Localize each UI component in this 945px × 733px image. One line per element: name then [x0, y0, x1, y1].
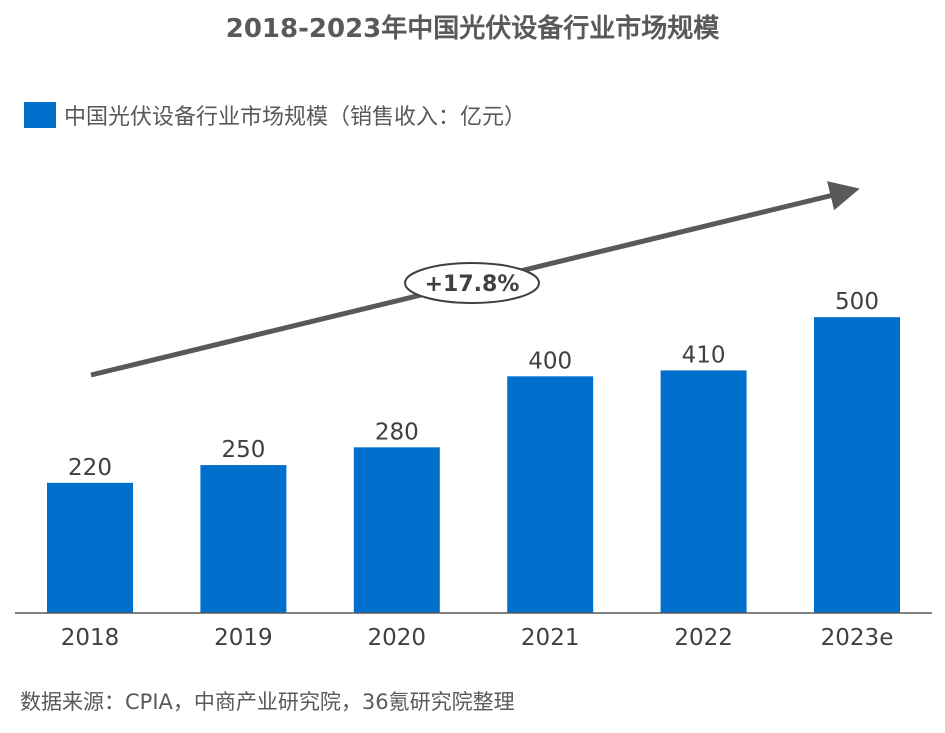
source-note: 数据来源：CPIA，中商产业研究院，36氪研究院整理	[20, 690, 515, 714]
bar-2019	[200, 465, 287, 613]
bar-2022	[660, 370, 747, 613]
growth-ellipse	[404, 262, 540, 304]
bar-value-label-2021: 400	[528, 348, 572, 374]
bar-2018	[47, 482, 133, 613]
bar-value-label-2019: 250	[221, 437, 265, 463]
bar-value-label-2023e: 500	[835, 289, 879, 315]
chart-title: 2018-2023年中国光伏设备行业市场规模	[225, 14, 720, 44]
bar-value-label-2018: 220	[68, 455, 112, 481]
bars-group	[47, 317, 900, 613]
bar-labels-group: 220 250 280 400 410 500	[68, 289, 879, 481]
bar-2023e	[814, 317, 900, 613]
x-tick-labels-group: 2018 2019 2020 2021 2022 2023e	[61, 625, 894, 651]
bar-value-label-2020: 280	[375, 419, 419, 445]
x-tick-label-2022: 2022	[674, 625, 733, 651]
x-tick-label-2018: 2018	[61, 625, 120, 651]
growth-annotation: +17.8%	[425, 272, 520, 297]
x-tick-label-2019: 2019	[214, 625, 273, 651]
bar-2020	[353, 447, 440, 613]
legend: 中国光伏设备行业市场规模（销售收入：亿元）	[24, 98, 526, 132]
bar-value-label-2022: 410	[682, 342, 726, 368]
x-tick-label-2021: 2021	[521, 625, 580, 651]
x-tick-label-2023e: 2023e	[821, 625, 894, 651]
bar-2021	[507, 376, 594, 613]
x-tick-label-2020: 2020	[368, 625, 427, 651]
legend-label: 中国光伏设备行业市场规模（销售收入：亿元）	[64, 105, 527, 130]
legend-swatch	[24, 102, 56, 128]
